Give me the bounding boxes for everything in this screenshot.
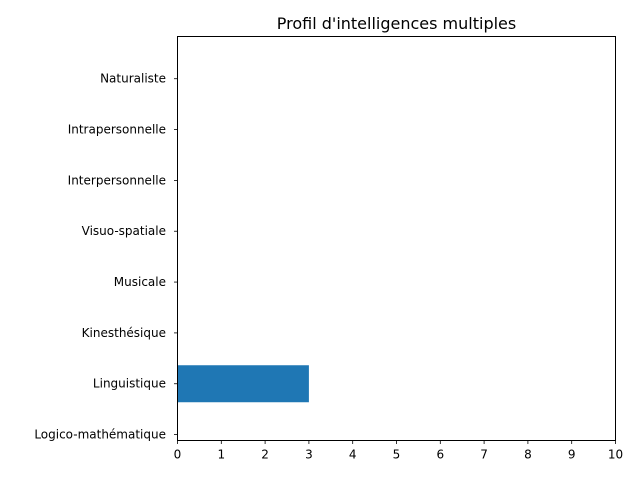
x-tick-label: 0 bbox=[174, 448, 182, 462]
x-tick-label: 6 bbox=[436, 448, 444, 462]
x-tick-label: 3 bbox=[305, 448, 313, 462]
bars-group bbox=[177, 365, 309, 403]
x-tick-label: 2 bbox=[261, 448, 269, 462]
x-tick-label: 10 bbox=[608, 448, 623, 462]
plot-frame bbox=[177, 36, 616, 441]
x-tick-label: 9 bbox=[568, 448, 576, 462]
x-axis-ticks: 0 1 2 3 4 5 6 7 8 9 10 bbox=[174, 440, 623, 462]
y-axis-ticks: Logico-mathématique Linguistique Kinesthés… bbox=[34, 72, 178, 442]
x-tick-label: 4 bbox=[349, 448, 357, 462]
y-tick-label: Musicale bbox=[114, 275, 166, 289]
x-tick-label: 7 bbox=[480, 448, 488, 462]
chart-title: Profil d'intelligences multiples bbox=[277, 14, 516, 33]
bar-linguistique bbox=[177, 365, 309, 403]
y-tick-label: Linguistique bbox=[93, 377, 166, 391]
x-tick-label: 5 bbox=[393, 448, 401, 462]
y-tick-label: Interpersonnelle bbox=[68, 173, 166, 187]
y-tick-label: Kinesthésique bbox=[82, 326, 166, 340]
x-tick-label: 1 bbox=[217, 448, 225, 462]
y-tick-label: Logico-mathématique bbox=[34, 428, 166, 442]
y-tick-label: Visuo-spatiale bbox=[82, 224, 166, 238]
x-tick-label: 8 bbox=[524, 448, 532, 462]
y-tick-label: Intrapersonnelle bbox=[68, 123, 166, 137]
y-tick-label: Naturaliste bbox=[100, 72, 166, 86]
